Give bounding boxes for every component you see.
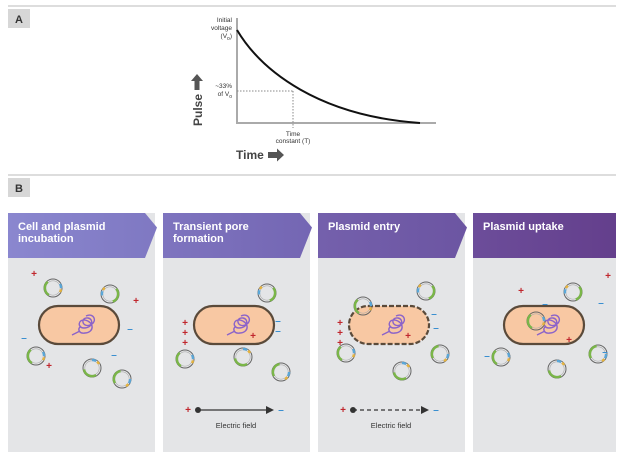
charge-minus: – <box>484 351 490 362</box>
field-label: Electric field <box>371 421 411 430</box>
gene <box>260 287 262 289</box>
step-header <box>318 213 467 258</box>
axis-label: Pulse <box>191 94 205 126</box>
gene <box>543 322 544 325</box>
gene <box>508 353 509 357</box>
annotation: constant (T) <box>276 138 311 145</box>
gene <box>353 349 354 353</box>
gene <box>43 352 44 356</box>
charge-plus: + <box>566 335 572 346</box>
gene <box>192 360 193 363</box>
step-title: Plasmid entry <box>328 221 401 233</box>
charge-minus: – <box>21 333 27 344</box>
gene <box>243 349 247 350</box>
charge-minus: – <box>275 326 281 337</box>
step-title: incubation <box>18 233 74 245</box>
charge-minus: – <box>431 309 437 320</box>
charge-minus: – <box>598 298 604 309</box>
step-title: Plasmid uptake <box>483 221 564 233</box>
charge-minus: – <box>602 347 608 358</box>
charge-plus: + <box>340 405 346 416</box>
annotation: ~33% <box>215 83 232 90</box>
charge-minus: – <box>433 323 439 334</box>
charge-minus: – <box>433 405 439 416</box>
annotation: of Vo <box>218 91 233 100</box>
gene <box>285 377 287 379</box>
gene <box>543 317 544 321</box>
text: of V <box>218 91 230 98</box>
step-title: formation <box>173 233 224 245</box>
charge-plus: + <box>250 331 256 342</box>
charge-plus: + <box>31 269 37 280</box>
gene <box>602 359 604 361</box>
charge-plus: + <box>133 296 139 307</box>
panel-label: B <box>15 183 23 195</box>
gene <box>370 302 371 306</box>
charge-plus: + <box>405 331 411 342</box>
panel-label: A <box>15 14 23 26</box>
charge-plus: + <box>46 361 52 372</box>
gene <box>92 360 96 361</box>
charge-plus: + <box>182 338 188 349</box>
gene <box>129 379 130 383</box>
step-title: Transient pore <box>173 221 249 233</box>
gene <box>60 284 61 288</box>
gene <box>192 355 193 359</box>
gene <box>407 365 409 367</box>
axis-label: Time <box>236 148 264 162</box>
field-label: Electric field <box>216 421 256 430</box>
charge-plus: + <box>185 405 191 416</box>
gene <box>97 362 99 364</box>
gene <box>566 286 568 288</box>
charge-plus: + <box>605 271 611 282</box>
gene <box>288 372 289 376</box>
subscript: o <box>229 94 232 100</box>
charge-plus: + <box>337 338 343 349</box>
gene <box>353 354 354 357</box>
charge-minus: – <box>278 405 284 416</box>
gene <box>419 285 421 287</box>
charge-minus: – <box>111 350 117 361</box>
gene <box>557 361 561 362</box>
gene <box>248 351 250 353</box>
gene <box>402 363 406 364</box>
gene <box>444 359 446 361</box>
charge-plus: + <box>518 286 524 297</box>
decay-curve <box>237 30 420 123</box>
annotation: Initial <box>217 17 233 24</box>
annotation: Time <box>286 131 301 138</box>
arrow-up <box>191 74 203 90</box>
gene <box>126 384 128 386</box>
text: ) <box>230 33 232 40</box>
charge-minus: – <box>542 299 548 310</box>
arrow-right <box>268 149 284 162</box>
step-title: Cell and plasmid <box>18 221 105 233</box>
gene <box>562 363 564 365</box>
step-header <box>473 213 616 258</box>
gene <box>43 357 44 360</box>
gene <box>370 307 371 310</box>
gene <box>103 288 105 290</box>
annotation: voltage <box>211 25 232 32</box>
charge-minus: – <box>127 324 133 335</box>
gene <box>447 354 448 358</box>
gene <box>508 358 509 361</box>
gene <box>60 289 61 292</box>
annotation: (Vo) <box>221 33 232 42</box>
